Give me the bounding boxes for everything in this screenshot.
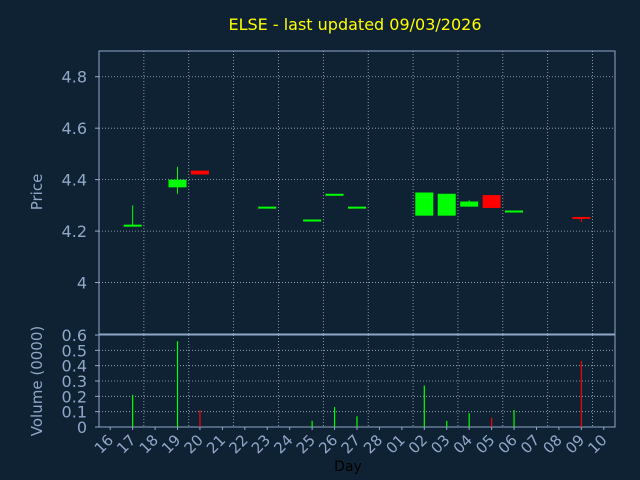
candle-body	[505, 210, 524, 213]
price-panel: 4 4.2 4.4 4.6 4.8	[62, 50, 616, 335]
candle-body	[303, 219, 322, 222]
price-axis-label: Price	[28, 174, 46, 211]
price-y-tick-label: 4.4	[62, 171, 87, 190]
price-plot-frame	[98, 50, 616, 335]
volume-axis-label: Volume (0000)	[28, 326, 46, 436]
candle-body	[348, 206, 366, 209]
candle-body	[325, 193, 344, 196]
volume-y-tick-label: 0.6	[62, 326, 87, 345]
candle-body	[258, 206, 277, 209]
price-y-tick-label: 4.6	[62, 119, 87, 138]
price-y-tick-label: 4.2	[62, 222, 87, 241]
candle-body	[415, 192, 434, 216]
candle-body	[460, 201, 479, 207]
volume-y-tick-label: 0.2	[62, 387, 87, 406]
volume-y-tick-label: 0.3	[62, 372, 87, 391]
candle-body	[190, 170, 209, 175]
volume-y-tick-label: 0.1	[62, 403, 87, 422]
volume-y-tick-label: 0.5	[62, 341, 87, 360]
volume-y-tick-label: 0.4	[62, 357, 87, 376]
candle-body	[482, 195, 501, 208]
candle-body	[437, 193, 456, 216]
candle-body	[572, 216, 591, 219]
price-y-tick-label: 4.8	[62, 68, 87, 87]
candle-body	[123, 224, 142, 227]
chart-title: ELSE - last updated 09/03/2026	[228, 15, 481, 34]
x-axis-label: Day	[334, 459, 362, 475]
volume-y-tick-label: 0	[77, 418, 87, 437]
candle-body	[168, 179, 187, 188]
price-y-tick-label: 4	[77, 274, 87, 293]
